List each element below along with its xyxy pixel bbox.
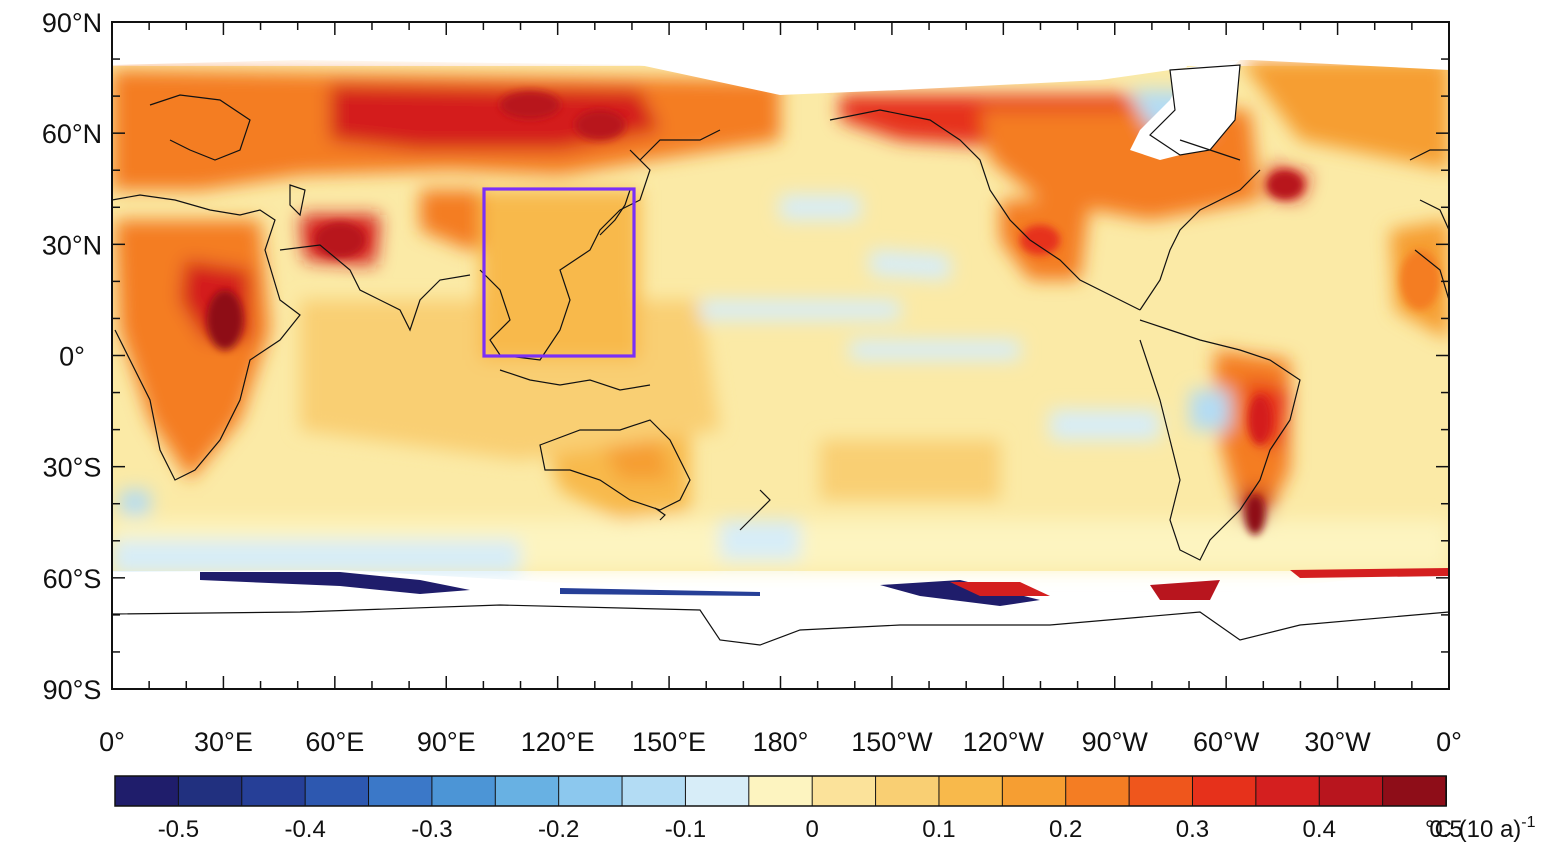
colorbar-tick-label: 0 xyxy=(806,816,819,843)
colorbar-tick-label: 0.4 xyxy=(1303,816,1336,843)
colorbar-swatch xyxy=(1318,775,1384,807)
colorbar-swatch xyxy=(494,775,560,807)
lon-tick-label: 30°W xyxy=(1304,727,1371,757)
lat-tick-label: 90°S xyxy=(43,675,102,705)
lon-tick-label: 120°E xyxy=(521,727,595,757)
antarctic-edge-values xyxy=(200,568,1449,606)
colorbar-swatch xyxy=(1001,775,1067,807)
lat-tick-label: 30°N xyxy=(42,230,102,260)
colorbar-tick-label: -0.3 xyxy=(411,816,452,843)
colorbar-swatch xyxy=(241,775,307,807)
trend-detail-patches xyxy=(207,91,1440,535)
colorbar-unit-label: °C (10 a)-1 xyxy=(1425,814,1536,843)
trend-anomaly-patches xyxy=(112,60,1449,575)
colorbar-swatch xyxy=(1255,775,1321,807)
colorbar-swatch xyxy=(177,775,243,807)
map-field xyxy=(112,22,1449,689)
colorbar-swatch xyxy=(748,775,814,807)
lon-tick-label: 0° xyxy=(1436,727,1462,757)
colorbar-swatch xyxy=(558,775,624,807)
colorbar-swatch xyxy=(938,775,1004,807)
colorbar-swatch xyxy=(1128,775,1194,807)
colorbar-swatch xyxy=(875,775,940,807)
no-data-regions xyxy=(112,22,1449,689)
colorbar-tick-label: -0.4 xyxy=(284,816,325,843)
lon-tick-label: 0° xyxy=(99,727,125,757)
colorbar-tick-label: -0.1 xyxy=(665,816,706,843)
colorbar-swatch xyxy=(811,775,877,807)
highlight-box xyxy=(482,187,636,358)
colorbar-swatch xyxy=(1191,775,1257,807)
lat-tick-label: 60°N xyxy=(42,119,102,149)
lon-tick-label: 180° xyxy=(753,727,809,757)
colorbar-tick-label: -0.5 xyxy=(158,816,199,843)
colorbar-swatch xyxy=(114,775,180,807)
colorbar-tick-label: 0.3 xyxy=(1176,816,1209,843)
colorbar-swatch xyxy=(1382,775,1447,807)
axes-group: 90°N 60°N 30°N 0° 30°S 60°S 90°S 0° 30°E 60°E 90°E… xyxy=(42,8,1462,757)
lon-tick-label: 150°E xyxy=(632,727,706,757)
colorbar-swatch xyxy=(431,775,497,807)
lat-tick-label: 60°S xyxy=(43,564,102,594)
colorbar-group: -0.5 -0.4 -0.3 -0.2 -0.1 0 0.1 0.2 0.3 0.4 0.5°C (… xyxy=(114,775,1536,843)
coastlines xyxy=(112,64,1449,646)
lon-tick-label: 60°W xyxy=(1193,727,1260,757)
lon-tick-label: 150°W xyxy=(851,727,933,757)
lat-tick-label: 90°N xyxy=(42,8,102,38)
lon-tick-label: 30°E xyxy=(194,727,253,757)
colorbar-swatch xyxy=(304,775,370,807)
lon-tick-label: 120°W xyxy=(963,727,1045,757)
colorbar-swatch xyxy=(684,775,750,807)
lon-tick-label: 90°W xyxy=(1082,727,1149,757)
colorbar-tick-label: 0.1 xyxy=(922,816,955,843)
colorbar-frame xyxy=(114,775,1447,807)
lon-tick-label: 60°E xyxy=(305,727,364,757)
colorbar-tick-label: 0.5 xyxy=(1429,816,1462,843)
colorbar-tick-label: 0.2 xyxy=(1049,816,1082,843)
lat-tick-label: 0° xyxy=(59,342,85,372)
colorbar-swatch xyxy=(621,775,687,807)
lat-tick-label: 30°S xyxy=(43,453,102,483)
colorbar-tick-label: -0.2 xyxy=(538,816,579,843)
colorbar-swatch xyxy=(1065,775,1131,807)
lon-tick-label: 90°E xyxy=(417,727,476,757)
colorbar-swatch xyxy=(368,775,433,807)
